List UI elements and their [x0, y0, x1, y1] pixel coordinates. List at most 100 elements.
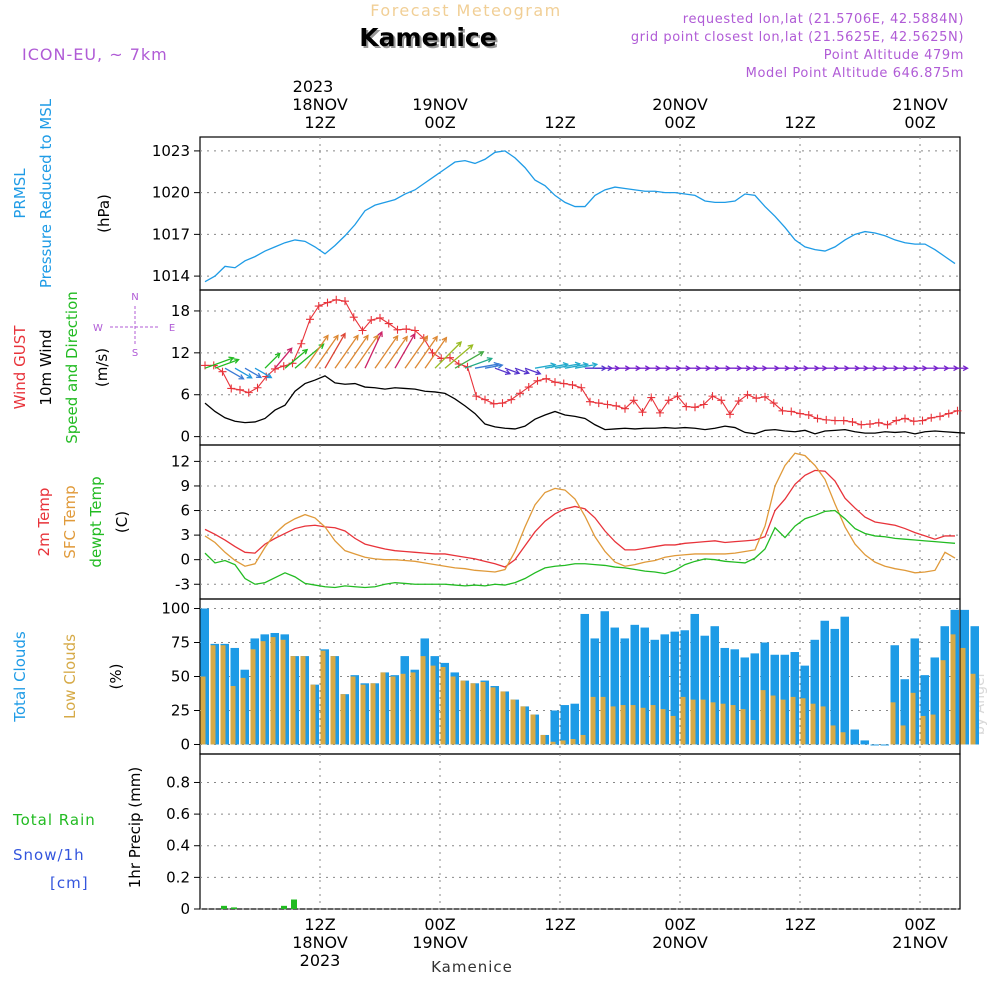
- total-cloud-bar: [550, 710, 559, 745]
- wind-arrow-head: [323, 334, 329, 341]
- axis-label: Speed and Direction: [63, 291, 81, 444]
- gust-marker: [944, 409, 953, 418]
- low-cloud-bar: [260, 641, 266, 745]
- low-cloud-bar: [620, 705, 626, 745]
- wind-direction-arrow: [354, 335, 379, 369]
- axis-label: PRMSL: [11, 168, 29, 219]
- low-cloud-bar: [690, 699, 696, 745]
- y-tick-label: 1014: [152, 267, 190, 285]
- low-cloud-bar: [750, 720, 756, 745]
- location-title: Kamenice: [359, 23, 496, 52]
- wind-arrow-head: [441, 336, 448, 343]
- wind-direction-arrow: [364, 331, 383, 369]
- gust-marker: [734, 397, 743, 406]
- gust-marker: [446, 353, 454, 362]
- rain-bar: [231, 907, 237, 909]
- legend-total-rain: Total Rain: [12, 811, 96, 829]
- gust-marker: [594, 399, 603, 408]
- y-tick-label: 0: [180, 735, 190, 753]
- gust-marker: [909, 417, 918, 426]
- wind-direction-arrow: [414, 336, 438, 369]
- top-date-label: 21NOV: [892, 95, 948, 114]
- wind-direction-arrow: [274, 347, 293, 369]
- wind-arrow-head: [340, 332, 346, 339]
- rain-bar: [221, 905, 227, 909]
- gust-marker: [481, 395, 489, 404]
- wind-speed-line: [204, 375, 966, 435]
- wind-arrow-head: [514, 369, 521, 375]
- low-cloud-bar: [500, 691, 506, 745]
- low-cloud-bar: [280, 639, 286, 745]
- low-cloud-bar: [900, 725, 906, 745]
- low-cloud-bar: [840, 732, 846, 745]
- gust-marker: [839, 416, 848, 425]
- gust-marker: [831, 416, 839, 425]
- bottom-hour-label: 12Z: [784, 915, 815, 934]
- gust-marker: [542, 374, 551, 383]
- wind-direction-arrow: [384, 336, 408, 369]
- gust-marker: [638, 408, 647, 417]
- low-cloud-bar: [780, 699, 786, 745]
- gust-marker: [218, 367, 227, 376]
- low-cloud-bar: [210, 645, 216, 745]
- wind-arrow-head: [497, 362, 504, 369]
- gust-marker: [367, 316, 376, 325]
- model-point-altitude: Model Point Altitude 646.875m: [746, 66, 964, 81]
- low-cloud-bar: [380, 672, 386, 745]
- wind-direction-arrow: [494, 367, 511, 375]
- wind-arrow-head: [478, 351, 485, 357]
- gust-marker: [577, 383, 586, 392]
- gust-marker: [761, 392, 769, 401]
- low-cloud-bar: [520, 706, 526, 745]
- gust-marker: [892, 416, 901, 425]
- total-cloud-bar: [580, 613, 589, 745]
- wind-arrow-head: [286, 347, 293, 354]
- low-cloud-bar: [410, 672, 416, 745]
- gust-marker: [901, 414, 909, 423]
- temp-line-2: [204, 509, 956, 589]
- wind-arrow-head: [591, 362, 599, 368]
- total-cloud-bar: [620, 638, 629, 745]
- wind-direction-arrow: [324, 333, 346, 369]
- compass-east: E: [169, 323, 175, 334]
- total-cloud-bar: [610, 627, 619, 745]
- y-tick-label: 0.6: [166, 805, 190, 823]
- gust-marker: [524, 383, 533, 392]
- chart-panels: 1014 1017 1020 1023 PRMSL Pressure Reduced to…: [11, 98, 979, 918]
- wind-direction-arrow: [244, 367, 262, 378]
- gust-marker: [358, 326, 367, 335]
- low-cloud-bar: [710, 702, 716, 745]
- total-cloud-bar: [920, 675, 929, 745]
- wind-arrow-head: [962, 365, 969, 372]
- rain-bar: [281, 905, 287, 909]
- low-cloud-bar: [830, 725, 836, 745]
- gust-marker: [787, 407, 796, 416]
- gust-marker: [288, 359, 297, 368]
- low-cloud-bar: [590, 696, 596, 745]
- low-cloud-bar: [540, 734, 546, 745]
- total-cloud-bar: [660, 634, 669, 745]
- low-cloud-bar: [630, 705, 636, 745]
- panel-precip: 0 0.2 0.4 0.6 0.8 1hr Precip (mm) Total Rain Sn…: [12, 753, 961, 918]
- low-cloud-bar: [640, 707, 646, 745]
- top-hour-label: 00Z: [664, 113, 695, 132]
- gridpoint-coords: grid point closest lon,lat (21.5625E, 42…: [631, 30, 964, 45]
- wind-arrow-head: [392, 334, 399, 341]
- low-cloud-bar: [950, 634, 956, 745]
- low-cloud-bar: [570, 739, 576, 745]
- gust-marker: [551, 378, 559, 387]
- temp-line-1: [204, 452, 956, 574]
- y-tick-label: 25: [171, 701, 190, 719]
- wind-direction-arrow: [474, 363, 499, 369]
- wind-direction-arrow: [574, 363, 597, 369]
- axis-label: (hPa): [95, 194, 113, 233]
- gust-marker: [621, 404, 629, 413]
- gust-marker: [227, 384, 236, 393]
- precip-legend: Total Rain Snow/1h [cm]: [12, 811, 96, 892]
- panel-wind: 0 6 12 18 Wind GUST 10m Wind Speed and Directi…: [11, 289, 969, 446]
- low-cloud-bar: [670, 715, 676, 745]
- gust-marker: [664, 396, 673, 405]
- gust-marker: [691, 403, 699, 412]
- wind-arrow-head: [333, 334, 339, 341]
- low-cloud-bar: [360, 684, 366, 745]
